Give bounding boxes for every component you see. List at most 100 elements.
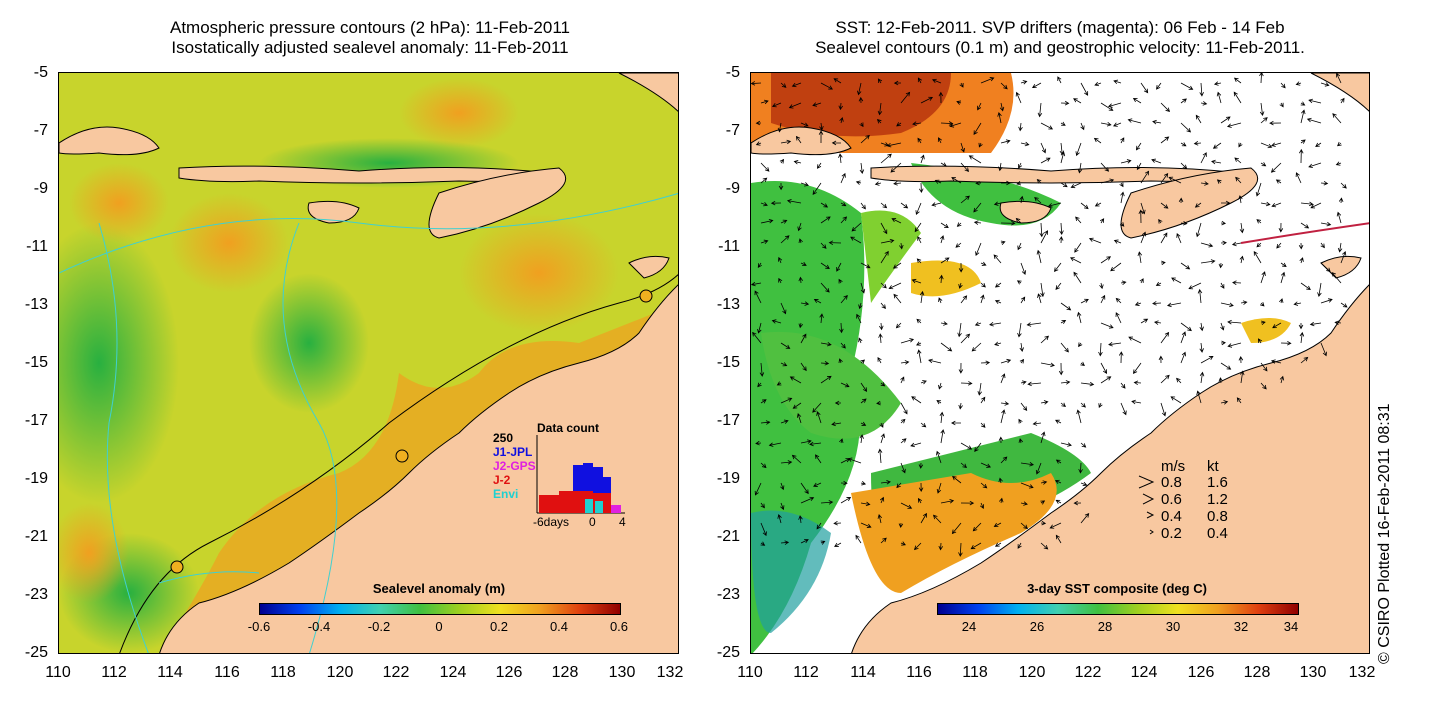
velocity-arrow: [828, 240, 842, 246]
legend-ms-value: 0.6: [1161, 491, 1182, 508]
velocity-arrow: [760, 202, 768, 207]
velocity-arrow: [760, 162, 770, 172]
velocity-arrow: [957, 322, 962, 338]
velocity-arrow: [900, 462, 906, 474]
velocity-arrow: [840, 294, 848, 304]
velocity-arrow: [1337, 242, 1343, 253]
velocity-arrow: [880, 202, 888, 209]
velocity-arrow: [1019, 358, 1025, 364]
lat-tick: -17: [716, 412, 740, 429]
velocity-arrow: [895, 322, 902, 329]
velocity-arrow: [1040, 520, 1047, 526]
velocity-arrow: [1120, 382, 1126, 389]
velocity-arrow: [1100, 362, 1107, 375]
series-envi: Envi: [493, 487, 519, 501]
velocity-arrow: [1158, 218, 1163, 224]
left-cbar-tick: 0.4: [549, 619, 569, 634]
lat-tick: -9: [33, 180, 48, 197]
velocity-arrow: [999, 497, 1004, 504]
velocity-arrow: [1309, 321, 1322, 327]
velocity-arrow: [798, 515, 803, 524]
right-cbar-tick: 26: [1029, 619, 1045, 634]
velocity-arrow: [952, 475, 962, 484]
velocity-arrow: [876, 118, 882, 124]
velocity-arrow: [1338, 197, 1344, 204]
velocity-arrow: [975, 242, 982, 257]
velocity-arrow: [938, 91, 944, 104]
velocity-arrow: [938, 542, 944, 551]
right-cbar-tick: 30: [1165, 619, 1181, 634]
velocity-arrow: [1054, 479, 1062, 484]
velocity-arrow: [896, 122, 902, 127]
velocity-arrow: [1060, 342, 1069, 353]
velocity-arrow: [1160, 374, 1170, 384]
velocity-arrow: [760, 218, 774, 224]
velocity-arrow: [951, 177, 962, 184]
velocity-arrow: [1220, 220, 1227, 226]
velocity-arrow: [793, 159, 802, 165]
lat-tick: -5: [725, 64, 740, 81]
lon-tick: 110: [45, 664, 71, 681]
velocity-arrow: [1227, 319, 1242, 325]
lat-tick: -25: [716, 644, 740, 661]
velocity-arrow: [900, 402, 908, 415]
velocity-arrow: [1018, 438, 1024, 444]
right-cbar-tick: 24: [961, 619, 977, 634]
velocity-arrow: [977, 102, 982, 111]
velocity-arrow: [819, 122, 824, 131]
velocity-arrow: [1016, 180, 1022, 186]
velocity-arrow: [1220, 322, 1225, 331]
velocity-arrow: [971, 342, 982, 352]
velocity-arrow: [1260, 320, 1266, 326]
velocity-arrow: [880, 282, 887, 289]
velocity-arrow: [759, 362, 765, 377]
velocity-arrow: [780, 419, 789, 424]
velocity-arrow: [1017, 242, 1022, 251]
velocity-arrow: [940, 429, 945, 444]
velocity-arrow: [1000, 82, 1008, 90]
velocity-arrow: [838, 358, 843, 364]
velocity-arrow: [1040, 142, 1047, 154]
velocity-arrow: [1238, 355, 1244, 364]
velocity-arrow: [855, 180, 862, 185]
velocity-arrow: [960, 381, 973, 386]
velocity-arrow: [1000, 373, 1006, 384]
lon-tick: 130: [1299, 664, 1327, 681]
velocity-arrow: [880, 480, 891, 485]
velocity-arrow: [755, 440, 762, 446]
velocity-arrow: [879, 322, 884, 331]
velocity-arrow: [1075, 216, 1082, 224]
velocity-arrow: [1340, 97, 1345, 104]
velocity-arrow: [813, 299, 822, 304]
velocity-arrow: [1055, 499, 1062, 504]
velocity-arrow: [898, 522, 904, 529]
velocity-arrow: [836, 262, 842, 272]
velocity-arrow: [858, 337, 863, 344]
velocity-arrow: [999, 102, 1005, 112]
velocity-arrow: [859, 122, 864, 128]
velocity-arrow: [900, 202, 909, 209]
velocity-arrow: [980, 282, 986, 288]
velocity-arrow: [1320, 342, 1327, 357]
velocity-arrow: [893, 293, 902, 304]
velocity-arrow: [938, 382, 943, 390]
velocity-arrow: [1299, 331, 1305, 344]
velocity-arrow: [1134, 301, 1142, 306]
velocity-arrow: [860, 501, 871, 507]
velocity-arrow: [1140, 170, 1150, 184]
velocity-arrow: [1113, 122, 1122, 127]
velocity-arrow: [1015, 91, 1022, 104]
velocity-arrow: [1140, 318, 1149, 324]
velocity-arrow: [1080, 82, 1089, 96]
legend-header-ms: m/s: [1161, 458, 1186, 475]
velocity-arrow: [1133, 380, 1142, 386]
velocity-arrow: [1216, 179, 1222, 184]
velocity-arrow: [973, 122, 982, 136]
velocity-arrow: [1320, 298, 1333, 304]
velocity-arrow: [1055, 459, 1062, 464]
velocity-arrow: [1138, 209, 1144, 224]
velocity-arrow: [1120, 280, 1127, 285]
right-title-line1: SST: 12-Feb-2011. SVP drifters (magenta)…: [835, 18, 1285, 37]
velocity-arrow: [880, 153, 892, 164]
velocity-arrow: [820, 202, 829, 208]
